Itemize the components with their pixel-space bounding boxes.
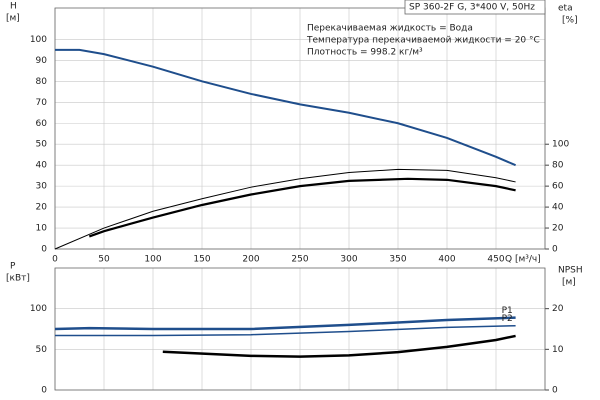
y-axis-unit: [кВт] [6,274,30,284]
x-tick-label: 400 [438,255,455,265]
annotation: Плотность = 998.2 кг/м³ [307,48,423,58]
x-tick-label: 100 [144,255,161,265]
y2-tick-label: 20 [552,304,564,314]
y-tick-label: 90 [36,56,48,66]
y-tick-label: 100 [30,304,47,314]
y2-axis-unit: [%] [562,16,578,26]
x-tick-label: 0 [52,255,58,265]
y-tick-label: 0 [41,386,47,396]
series-line [88,177,516,238]
x-tick-label: 350 [389,255,406,265]
x-tick-label: 450 [487,255,504,265]
model-label: SP 360-2F G, 3*400 V, 50Hz [409,3,535,13]
y-tick-label: 50 [36,345,48,355]
y-tick-label: 50 [36,140,48,150]
x-tick-label: 250 [291,255,308,265]
y2-tick-label: 40 [552,203,564,213]
y-tick-label: 40 [36,161,48,171]
y-axis-label: H [10,2,17,12]
x-axis-label: Q [м³/ч] [505,255,541,265]
y-axis-label: P [10,262,16,272]
y2-tick-label: 10 [552,345,564,355]
series-line [55,324,516,337]
y-tick-label: 10 [36,224,48,234]
y2-tick-label: 0 [552,245,558,255]
y-axis-unit: [м] [6,14,20,24]
annotation: Температура перекачиваемой жидкости = 20… [306,36,540,46]
x-tick-label: 150 [193,255,210,265]
x-tick-label: 50 [98,255,110,265]
x-tick-label: 300 [340,255,357,265]
y-tick-label: 30 [36,182,48,192]
y-tick-label: 70 [36,98,48,108]
model-box [404,0,546,15]
y-tick-label: 0 [41,245,47,255]
y-tick-label: 100 [30,35,47,45]
y2-axis-unit: [м] [562,278,576,288]
series-line [54,316,516,331]
y2-axis-label: eta [558,4,573,14]
y2-tick-label: 0 [552,386,558,396]
y2-tick-label: 60 [552,182,564,192]
series-label: P1 [502,306,513,316]
annotation: Перекачиваемая жидкость = Вода [307,24,473,34]
y-tick-label: 20 [36,203,48,213]
series-line [54,168,516,250]
y-tick-label: 60 [36,119,48,129]
series-line [55,48,516,167]
y-tick-label: 80 [36,77,48,87]
y2-tick-label: 80 [552,161,564,171]
y2-tick-label: 20 [552,224,564,234]
series-line [162,334,516,358]
plot-frame [54,7,546,250]
series-label: P2 [502,314,513,324]
y2-axis-label: NPSH [558,266,583,276]
y2-tick-label: 100 [552,140,569,150]
x-tick-label: 200 [242,255,259,265]
